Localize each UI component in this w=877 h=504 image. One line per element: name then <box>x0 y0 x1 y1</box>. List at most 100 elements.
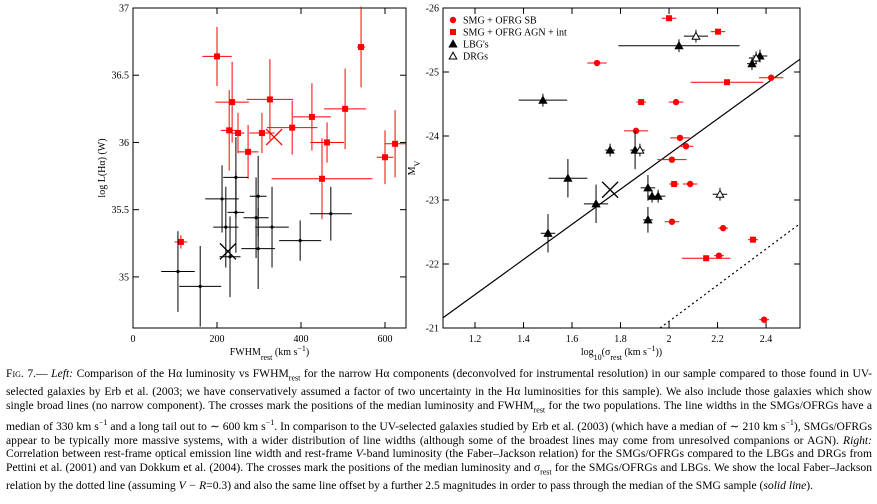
x-tick-label: 2.2 <box>711 334 724 345</box>
point <box>767 74 775 81</box>
point <box>676 134 684 142</box>
point <box>749 236 756 243</box>
point <box>392 140 399 147</box>
point <box>254 216 258 220</box>
caption-part: rest <box>540 467 552 477</box>
y-tick-label: -22 <box>426 260 439 271</box>
point <box>176 269 180 274</box>
point <box>198 284 202 288</box>
label-part: −1 <box>297 344 306 353</box>
point <box>635 145 645 154</box>
x-tick-label: 1.4 <box>517 334 530 345</box>
x-axis-label: log10(σrest (km s−1)) <box>581 344 662 362</box>
point <box>715 252 723 259</box>
median-cross <box>265 128 283 146</box>
y-tick-label: -21 <box>426 324 439 335</box>
y-tick-label: 35 <box>119 272 129 283</box>
point <box>715 189 725 198</box>
caption-part: rest <box>288 373 301 383</box>
point <box>228 255 232 259</box>
point <box>747 58 757 68</box>
y-axis-label: MV <box>407 160 422 175</box>
point <box>256 247 260 251</box>
relation-line <box>659 223 801 329</box>
point <box>632 127 640 135</box>
y-tick-label: 35.5 <box>112 205 130 216</box>
x-tick-label: 2 <box>667 334 672 345</box>
label-part: ) <box>306 347 309 358</box>
point <box>643 215 653 224</box>
point <box>703 255 710 262</box>
caption-part: rest <box>533 404 546 414</box>
caption-part: −1 <box>785 418 794 428</box>
point <box>591 199 601 208</box>
point <box>682 143 690 150</box>
x-tick-label: 1.8 <box>614 334 627 345</box>
label-part: log <box>581 347 594 358</box>
caption-part: -band luminosity (the Faber–Jackson rela… <box>6 447 872 475</box>
y-tick-label: 37 <box>119 4 129 15</box>
point <box>234 210 238 214</box>
point <box>666 15 673 22</box>
caption-part: and a long tail out to ∼ 600 km s <box>107 420 266 434</box>
label-part: 10 <box>594 353 602 362</box>
caption-part: . In comparison to the UV-selected galax… <box>274 420 786 434</box>
point <box>258 130 265 137</box>
caption-part: Correlation between rest-frame optical e… <box>6 447 356 461</box>
point <box>643 183 653 192</box>
point <box>723 79 730 86</box>
point <box>674 40 684 50</box>
label-part: log L(Hα) (W) <box>97 138 108 197</box>
point <box>593 59 601 67</box>
point <box>214 53 220 60</box>
label-part: −1 <box>647 344 656 353</box>
point <box>329 212 333 216</box>
point <box>177 238 184 245</box>
label-part: FWHM <box>230 347 261 358</box>
caption: Fig. 7.— Left: Comparison of the Hα lumi… <box>6 367 872 493</box>
legend-marker <box>449 16 457 24</box>
point <box>220 197 224 201</box>
median-cross <box>219 242 237 260</box>
caption-part: for the SMGs/OFRGs and LBGs. We show the… <box>6 461 873 492</box>
y-axis-label: log L(Hα) (W) <box>97 138 108 197</box>
caption-part: for the narrow Hα components (deconvolve… <box>6 367 872 412</box>
caption-part: −1 <box>265 418 275 428</box>
label-part: rest <box>610 353 622 362</box>
legend-label: SMG + OFRG SB <box>463 16 537 27</box>
legend-marker <box>448 39 458 48</box>
x-tick-label: 1.2 <box>469 334 482 345</box>
label-part: )) <box>655 347 662 358</box>
y-tick-label: 36 <box>119 138 129 149</box>
point <box>671 181 678 187</box>
label-part: (km s <box>622 347 647 358</box>
point <box>715 28 722 35</box>
point <box>319 175 325 182</box>
point <box>235 130 241 137</box>
point <box>256 194 260 198</box>
point <box>719 224 727 232</box>
point <box>538 95 548 104</box>
point <box>226 127 233 134</box>
caption-part: ). <box>806 478 814 492</box>
y-tick-label: -26 <box>426 4 439 15</box>
point <box>760 316 768 323</box>
caption-part: solid line <box>763 478 807 492</box>
x-tick-label: 600 <box>378 334 393 345</box>
caption-part: V <box>355 447 363 461</box>
point <box>686 180 694 188</box>
x-tick-label: 400 <box>294 334 309 345</box>
caption-part: Fig. 7. <box>6 367 37 380</box>
point <box>668 156 676 163</box>
label-part: (σ <box>602 347 611 358</box>
caption-part: Comparison of the Hα luminosity vs FWHM <box>73 367 289 380</box>
legend-label: DRGs <box>463 52 488 63</box>
legend-label: SMG + OFRG AGN + int <box>463 28 567 39</box>
point <box>668 218 676 225</box>
x-tick-label: 2.4 <box>760 334 773 345</box>
point <box>691 31 701 40</box>
label-part: M <box>407 166 418 175</box>
caption-part: V − R <box>178 478 207 492</box>
y-tick-label: 36.5 <box>112 71 130 82</box>
caption-part: for the two populations. The line widths… <box>6 398 872 434</box>
